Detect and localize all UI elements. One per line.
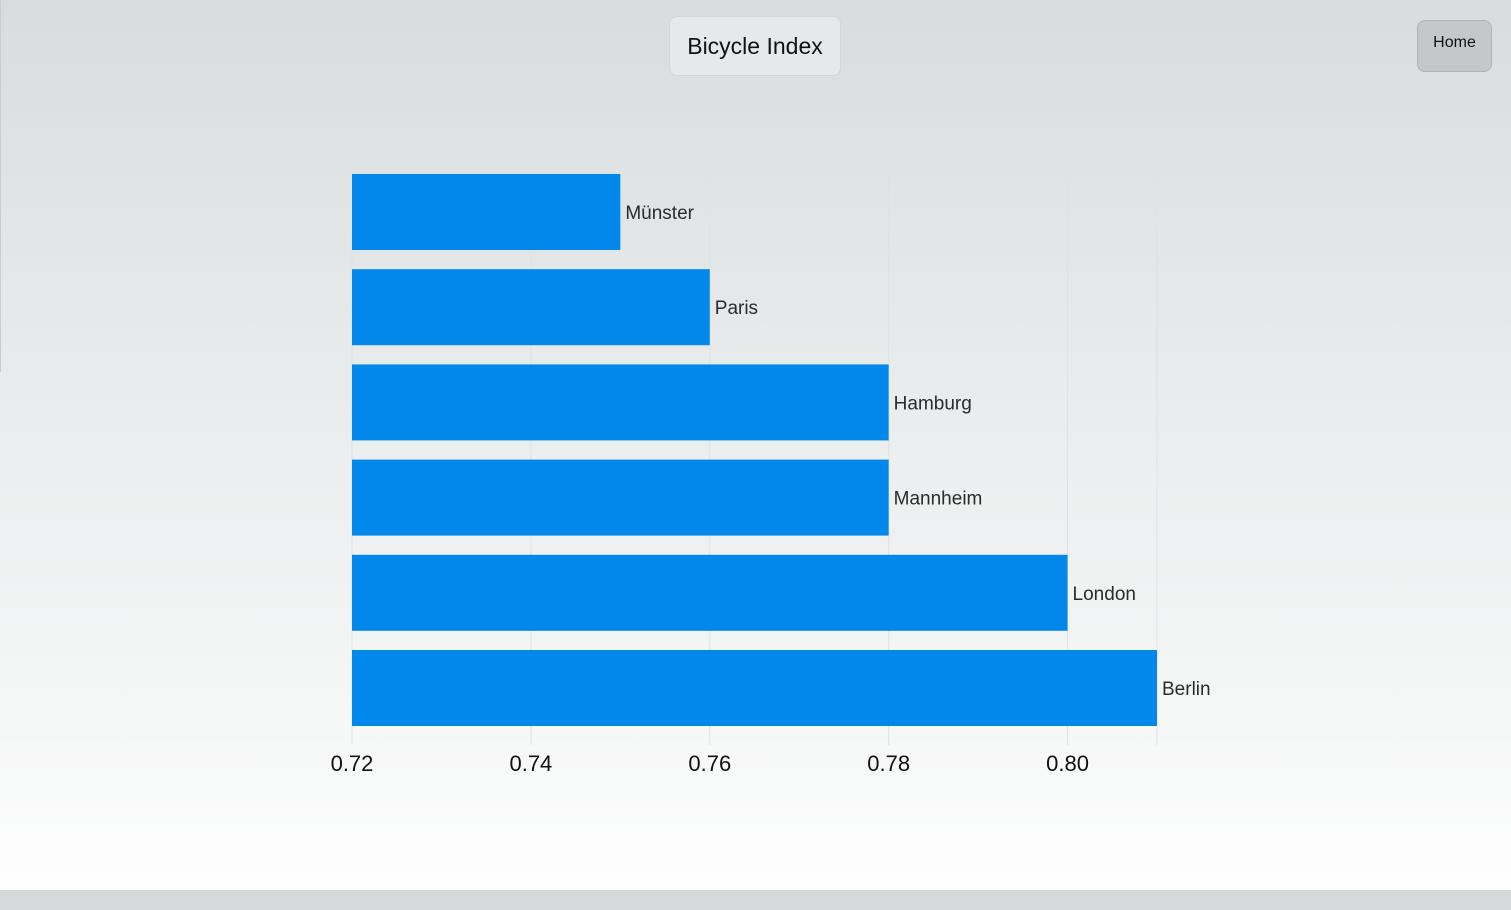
bar <box>352 554 1068 631</box>
home-button[interactable]: Home <box>1417 20 1492 72</box>
bottom-bar <box>0 890 1511 910</box>
x-tick-label: 0.72 <box>331 751 374 776</box>
bar-label: Hamburg <box>894 393 972 414</box>
x-tick-label: 0.74 <box>509 751 552 776</box>
x-tick-label: 0.80 <box>1046 751 1089 776</box>
bar <box>352 650 1157 726</box>
home-button-label: Home <box>1433 34 1476 51</box>
bar-label: London <box>1073 584 1136 605</box>
x-tick-label: 0.78 <box>867 751 910 776</box>
page-title: Bicycle Index <box>669 16 841 76</box>
window-left-edge <box>0 0 1 372</box>
chart-gridlines <box>351 155 1158 745</box>
bar-chart: MünsterParisHamburgMannheimLondonBerlin … <box>331 155 1211 776</box>
bar-label: Münster <box>625 203 694 224</box>
chart-x-axis: 0.72 0.74 0.76 0.78 0.80 <box>331 751 1089 776</box>
bar-label: Paris <box>715 298 758 319</box>
bar-label: Berlin <box>1162 679 1211 700</box>
chart-bars <box>352 174 1157 726</box>
bar <box>352 174 621 250</box>
page-title-text: Bicycle Index <box>687 32 823 59</box>
x-tick-label: 0.76 <box>688 751 731 776</box>
bar <box>352 459 889 536</box>
chart-bar-labels: Münster Paris Hamburg Mannheim London Berlin <box>625 203 1210 700</box>
bar <box>352 269 710 346</box>
bar-label: Mannheim <box>894 489 983 510</box>
bar <box>352 364 889 441</box>
